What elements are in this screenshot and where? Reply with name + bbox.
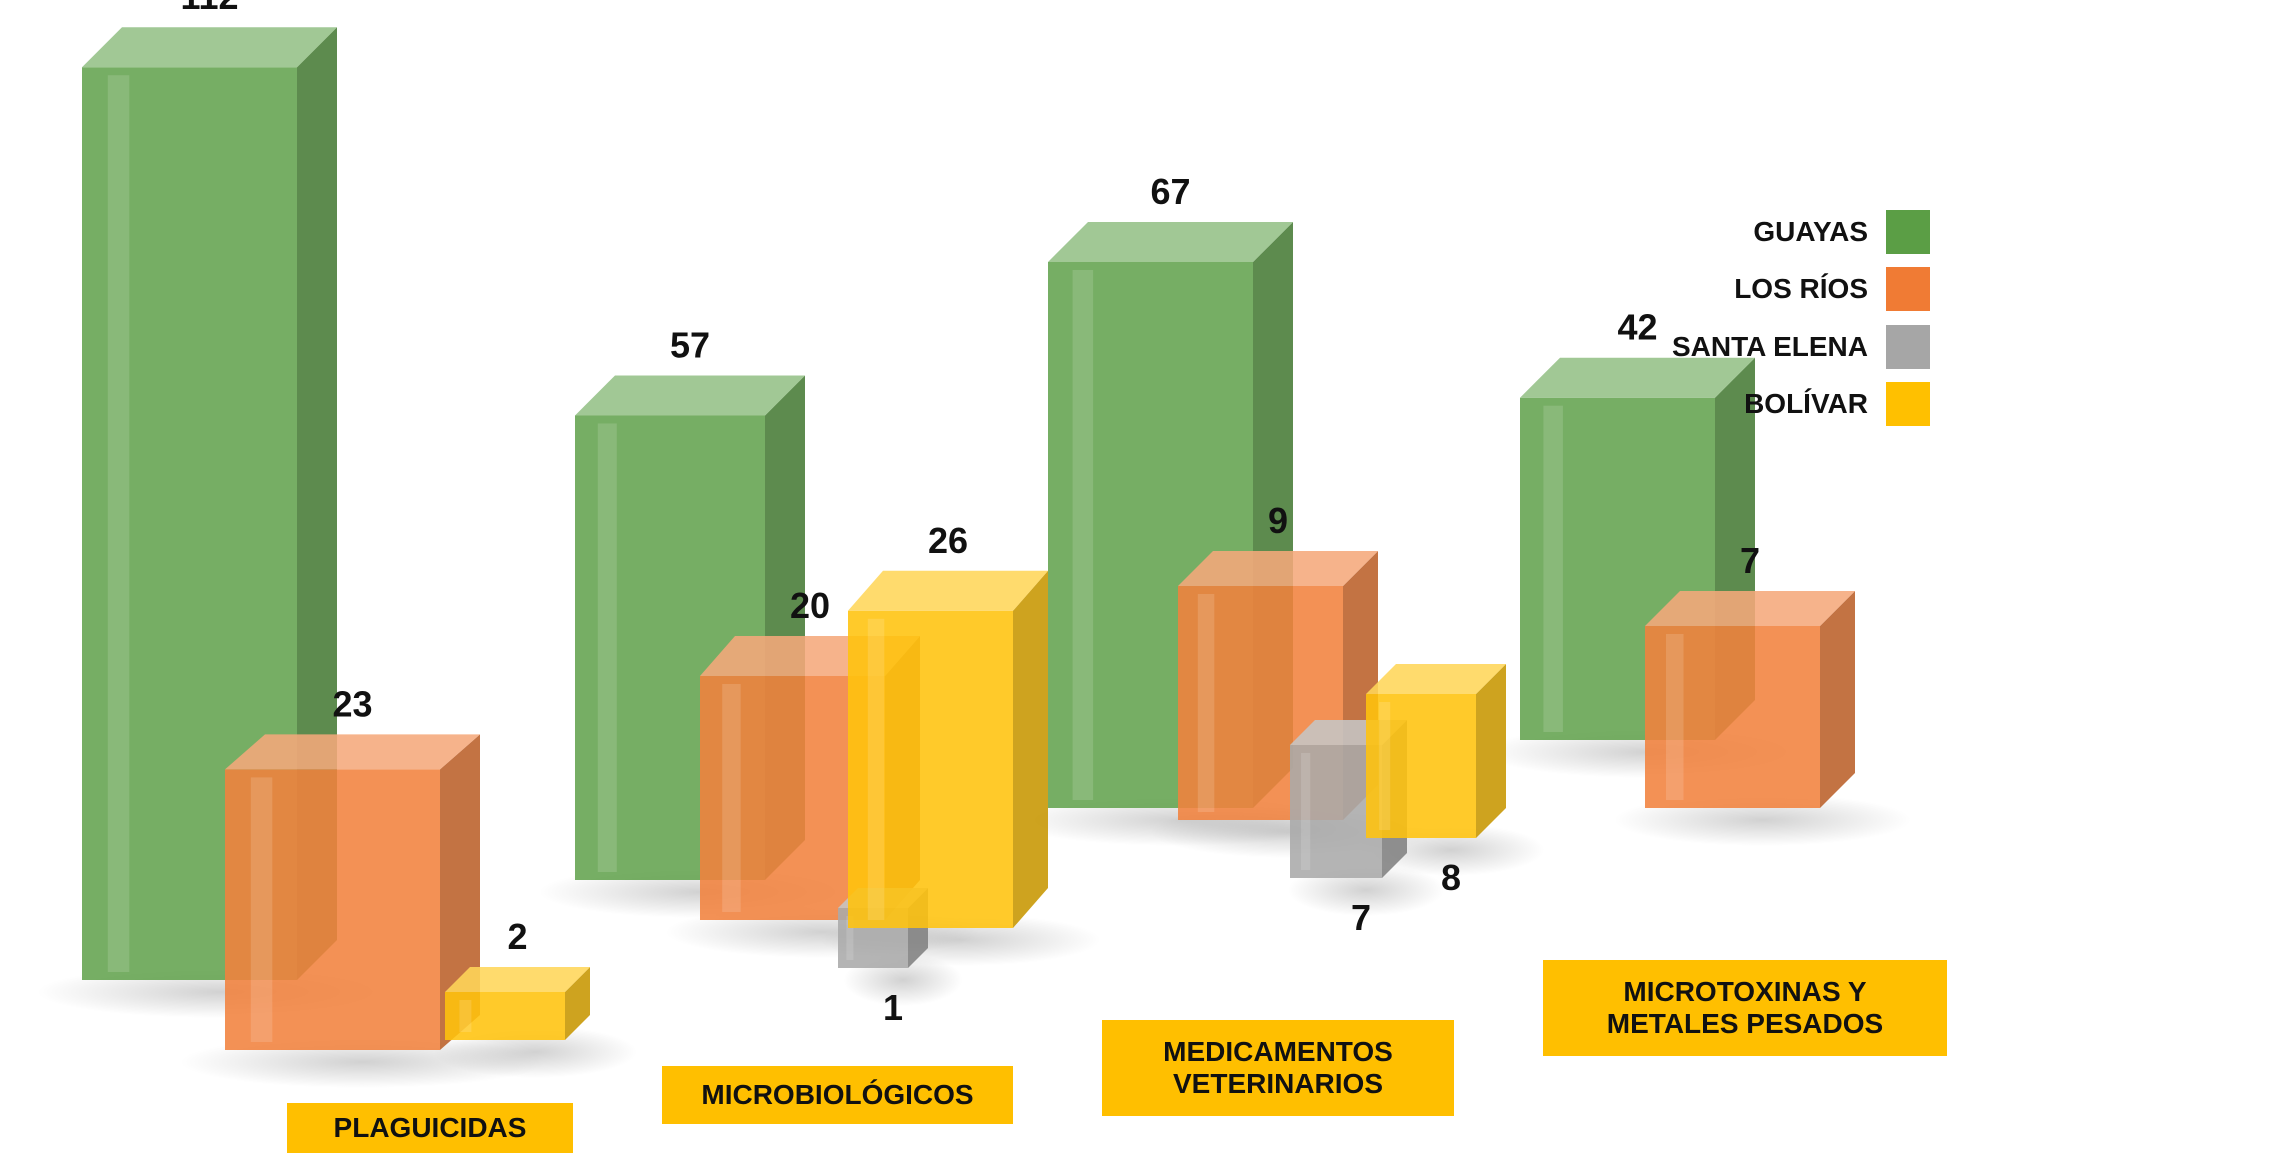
- value-label: 9: [1268, 500, 1288, 541]
- bar-top-face: [1520, 357, 1755, 398]
- bar-bol-var-1: [848, 570, 1048, 928]
- bar-front-face: [82, 67, 297, 980]
- bar-highlight: [107, 75, 130, 972]
- value-label: 23: [332, 683, 372, 724]
- bar-side-face: [1820, 591, 1855, 808]
- legend-swatch: [1886, 325, 1930, 369]
- bar-highlight: [250, 777, 273, 1042]
- bar-front-face: [225, 769, 440, 1050]
- value-label: 67: [1150, 171, 1190, 212]
- bar-front-face: [700, 676, 885, 920]
- bar-front-face: [445, 992, 565, 1040]
- legend-swatch: [1886, 267, 1930, 311]
- bar-top-face: [445, 967, 590, 992]
- bar-front-face: [1645, 626, 1820, 808]
- legend-label: LOS RÍOS: [1734, 273, 1868, 304]
- bar-top-face: [848, 570, 1048, 611]
- value-label: 57: [670, 324, 710, 365]
- bar-top-face: [82, 27, 337, 68]
- bar-top-face: [1048, 221, 1293, 262]
- legend-swatch: [1886, 382, 1930, 426]
- bar-bol-var-0: [445, 967, 590, 1040]
- value-label: 1: [883, 987, 903, 1028]
- bar-highlight: [1543, 405, 1563, 732]
- bar-front-face: [848, 610, 1013, 928]
- category-label-plaguicidas: PLAGUICIDAS: [287, 1103, 573, 1153]
- legend-label: GUAYAS: [1753, 216, 1868, 247]
- legend-label: SANTA ELENA: [1672, 331, 1868, 362]
- value-label: 7: [1351, 897, 1371, 938]
- bar-highlight: [597, 423, 617, 872]
- category-label-microtoxinas-metales: MICROTOXINAS Y METALES PESADOS: [1543, 960, 1947, 1056]
- bar-highlight: [1301, 753, 1311, 870]
- legend-item-santa-elena: SANTA ELENA: [1672, 325, 1930, 369]
- legend-item-los-rios: LOS RÍOS: [1734, 267, 1930, 311]
- bar-side-face: [565, 967, 590, 1040]
- bar-side-face: [1013, 570, 1048, 928]
- bar-top-face: [1366, 664, 1506, 694]
- bar-top-face: [1178, 551, 1378, 586]
- bar-highlight: [1072, 269, 1094, 800]
- bar-top-face: [1645, 591, 1855, 626]
- value-label: 112: [180, 0, 238, 17]
- bar-highlight: [1666, 634, 1684, 800]
- bar-highlight: [846, 916, 854, 960]
- bar-top-face: [575, 375, 805, 416]
- value-label: 2: [507, 916, 527, 957]
- bar-side-face: [1476, 664, 1506, 838]
- bar-front-face: [1290, 745, 1382, 878]
- value-label: 20: [790, 585, 830, 626]
- legend-swatch: [1886, 210, 1930, 254]
- value-label: 42: [1617, 307, 1657, 348]
- legend-label: BOLÍVAR: [1744, 388, 1868, 419]
- bar-highlight: [867, 618, 885, 920]
- legend-item-bolivar: BOLÍVAR: [1744, 382, 1930, 426]
- bar-highlight: [722, 684, 741, 912]
- bar-los-r-os-0: [225, 734, 480, 1050]
- bar-bol-var-2: [1366, 664, 1506, 838]
- bar-top-face: [225, 734, 480, 770]
- value-label: 26: [928, 520, 968, 561]
- value-label: 8: [1441, 857, 1461, 898]
- value-label: 7: [1740, 540, 1760, 581]
- bar-front-face: [1366, 694, 1476, 838]
- legend-item-guayas: GUAYAS: [1753, 210, 1930, 254]
- bar-highlight: [1197, 594, 1215, 812]
- category-label-medicamentos-veterinarios: MEDICAMENTOS VETERINARIOS: [1102, 1020, 1454, 1116]
- bar-highlight: [1379, 702, 1391, 830]
- category-label-microbiologicos: MICROBIOLÓGICOS: [662, 1066, 1013, 1124]
- bar-los-r-os-3: [1645, 591, 1855, 808]
- bar-highlight: [459, 1000, 472, 1032]
